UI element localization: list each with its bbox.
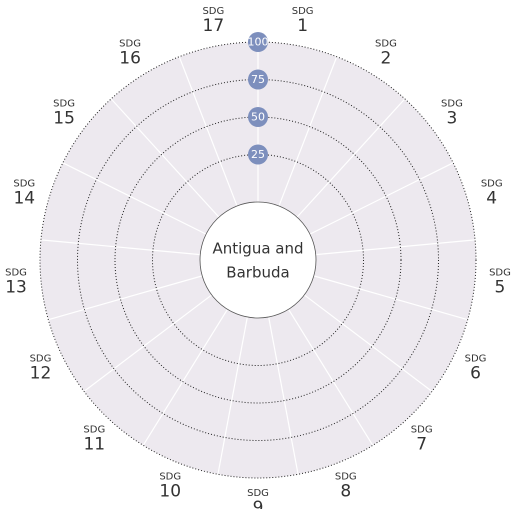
label-prefix: SDG [30, 353, 52, 364]
label-prefix: SDG [202, 6, 224, 17]
label-prefix: SDG [13, 178, 35, 189]
label-prefix: SDG [335, 472, 357, 483]
category-label: 16 [119, 48, 141, 68]
spoke [62, 162, 207, 235]
r-tick-label: 100 [248, 36, 269, 49]
category-label: 6 [470, 363, 481, 383]
label-prefix: SDG [481, 178, 503, 189]
spoke [142, 308, 228, 446]
spoke [83, 294, 213, 392]
grid-circle [152, 154, 364, 366]
r-tick-label: 25 [251, 148, 265, 161]
spoke [278, 56, 338, 207]
spoke [110, 98, 220, 218]
category-label: 8 [340, 482, 351, 502]
spoke [217, 316, 248, 475]
spoke [309, 162, 454, 235]
label-prefix: SDG [5, 267, 27, 278]
label-prefix: SDG [159, 472, 181, 483]
category-label: 3 [447, 109, 458, 129]
label-prefix: SDG [489, 267, 511, 278]
label-prefix: SDG [465, 353, 487, 364]
center-hub [199, 201, 317, 319]
category-label: 17 [203, 16, 225, 36]
category-label: 13 [5, 277, 27, 297]
category-label: 4 [486, 188, 497, 208]
label-prefix: SDG [53, 99, 75, 110]
label-prefix: SDG [375, 38, 397, 49]
spoke [40, 239, 201, 256]
tick-badge [248, 144, 268, 165]
category-label: 14 [13, 188, 35, 208]
spoke [296, 98, 406, 218]
r-tick-label: 75 [251, 73, 265, 86]
category-label: 2 [381, 48, 392, 68]
label-prefix: SDG [83, 425, 105, 436]
category-label: 5 [495, 277, 506, 297]
category-label: 15 [53, 109, 75, 129]
label-prefix: SDG [119, 38, 141, 49]
spoke [268, 316, 299, 475]
center-label: Barbuda [226, 264, 289, 282]
category-label: 11 [83, 435, 105, 455]
spoke [178, 56, 238, 207]
label-prefix: SDG [247, 488, 269, 499]
label-prefix: SDG [292, 6, 314, 17]
category-label: 1 [297, 16, 308, 36]
spoke [315, 239, 476, 256]
tick-badge [248, 69, 268, 90]
category-label: 12 [30, 363, 52, 383]
spoke [48, 275, 203, 321]
label-prefix: SDG [441, 99, 463, 110]
grid-circle [114, 116, 402, 404]
category-label: 10 [159, 482, 181, 502]
tick-badge [248, 32, 268, 52]
r-tick-label: 50 [251, 111, 265, 124]
category-label: 7 [416, 435, 427, 455]
category-label: 9 [253, 498, 264, 509]
spoke [313, 275, 468, 321]
tick-badge [248, 107, 268, 127]
center-label: Antigua and [212, 240, 303, 258]
grid-circle [77, 79, 439, 441]
label-prefix: SDG [411, 425, 433, 436]
spoke [288, 308, 374, 446]
spoke [303, 294, 433, 392]
